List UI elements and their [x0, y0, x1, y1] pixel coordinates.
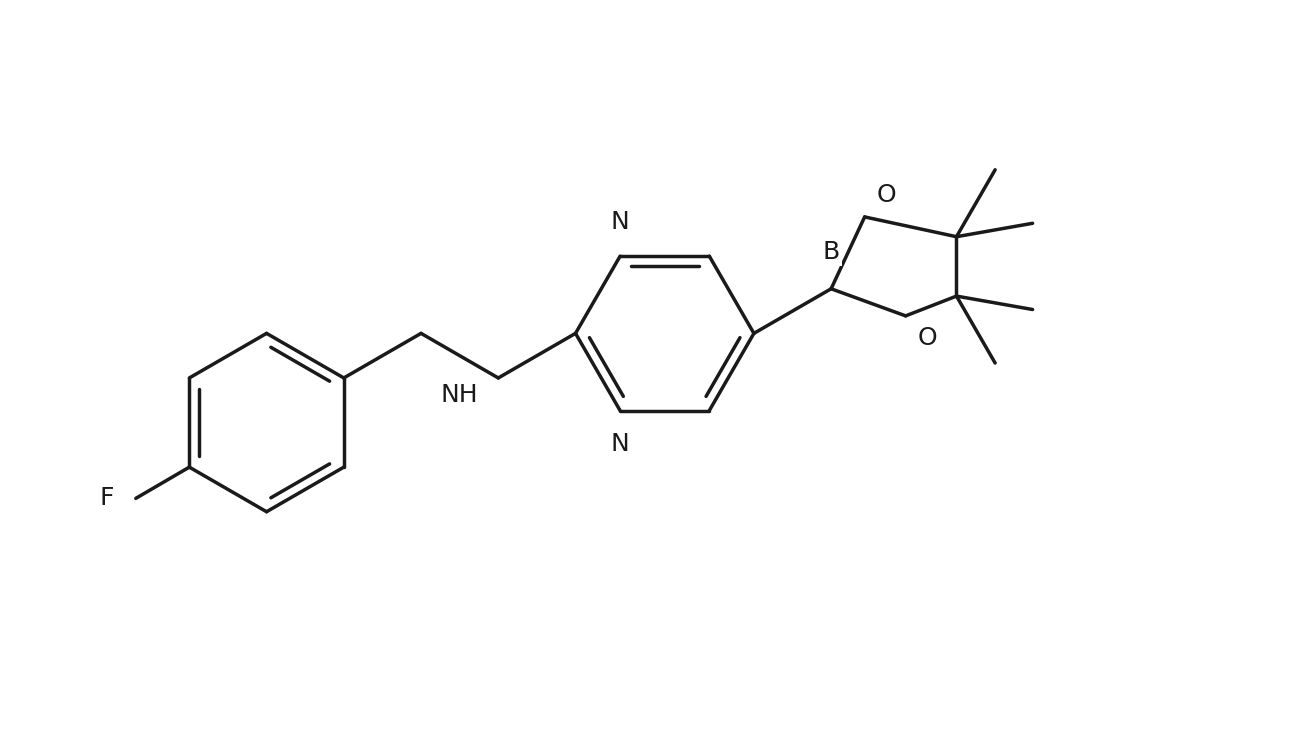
- Text: F: F: [100, 486, 114, 510]
- Text: O: O: [917, 326, 937, 350]
- Text: N: N: [611, 433, 629, 457]
- Text: O: O: [876, 183, 896, 207]
- Text: N: N: [611, 210, 629, 234]
- Text: NH: NH: [441, 383, 479, 407]
- Text: B: B: [822, 240, 840, 264]
